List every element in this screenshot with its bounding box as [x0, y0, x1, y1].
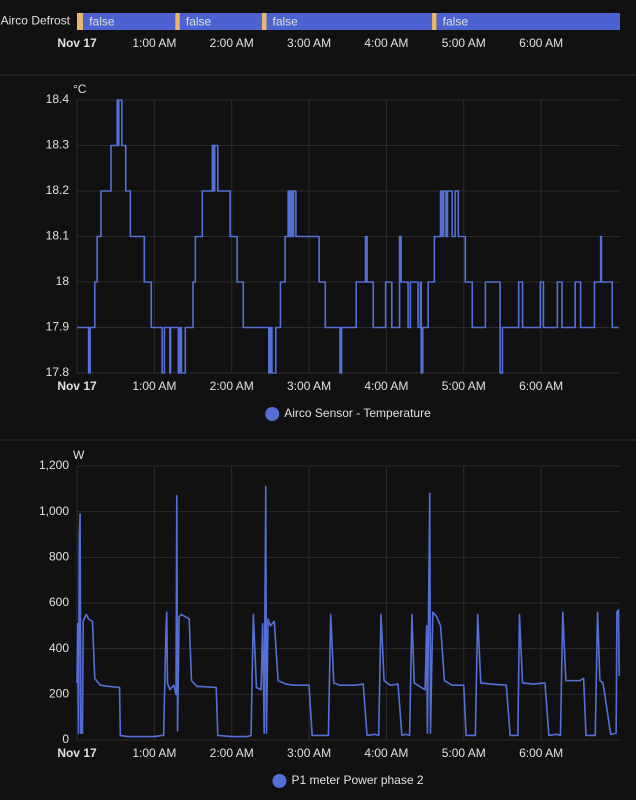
series-line	[76, 485, 621, 738]
y-tick-label: 18.1	[46, 229, 70, 243]
timeline-segment	[175, 13, 180, 30]
x-tick-label: 1:00 AM	[132, 36, 176, 50]
timeline-segment	[266, 13, 433, 30]
unit-label: °C	[73, 82, 87, 96]
x-tick-label: 6:00 AM	[519, 379, 563, 393]
legend-swatch	[265, 407, 280, 421]
x-tick-label: 6:00 AM	[519, 36, 563, 50]
x-tick-label: 2:00 AM	[210, 746, 254, 760]
legend-label[interactable]: Airco Sensor - Temperature	[284, 406, 431, 420]
y-tick-label: 400	[49, 641, 69, 655]
x-tick-label: 4:00 AM	[364, 379, 408, 393]
x-tick-label: Nov 17	[57, 36, 97, 50]
x-tick-label: 2:00 AM	[210, 379, 254, 393]
y-tick-label: 18.3	[46, 138, 70, 152]
x-tick-label: 2:00 AM	[210, 36, 254, 50]
x-tick-label: 1:00 AM	[132, 746, 176, 760]
segment-label: false	[89, 15, 115, 29]
y-tick-label: 18	[56, 274, 70, 288]
y-tick-label: 18.2	[46, 183, 70, 197]
x-tick-label: 6:00 AM	[519, 746, 563, 760]
legend-label[interactable]: P1 meter Power phase 2	[291, 773, 423, 787]
unit-label: W	[73, 448, 85, 462]
x-tick-label: 4:00 AM	[364, 746, 408, 760]
timeline-segment	[432, 13, 437, 30]
y-tick-label: 18.4	[46, 92, 70, 106]
segment-label: false	[443, 15, 469, 29]
x-tick-label: 3:00 AM	[287, 379, 331, 393]
x-tick-label: 3:00 AM	[287, 746, 331, 760]
y-tick-label: 600	[49, 595, 69, 609]
y-tick-label: 1,000	[39, 504, 69, 518]
timeline-segment	[77, 13, 84, 30]
x-tick-label: 5:00 AM	[442, 36, 486, 50]
legend-swatch	[272, 774, 287, 788]
timeline-segment	[83, 13, 176, 30]
segment-label: false	[186, 15, 212, 29]
y-tick-label: 0	[62, 732, 69, 746]
x-tick-label: 5:00 AM	[442, 746, 486, 760]
segment-label: false	[273, 15, 299, 29]
x-tick-label: 4:00 AM	[364, 36, 408, 50]
timeline-segment	[436, 13, 620, 30]
y-tick-label: 1,200	[39, 458, 69, 472]
series-line	[77, 99, 619, 374]
x-tick-label: Nov 17	[57, 379, 97, 393]
timeline-segment	[179, 13, 262, 30]
x-tick-label: Nov 17	[57, 746, 97, 760]
x-tick-label: 3:00 AM	[287, 36, 331, 50]
y-tick-label: 17.9	[46, 320, 70, 334]
y-tick-label: 17.8	[46, 365, 70, 379]
x-tick-label: 1:00 AM	[132, 379, 176, 393]
y-tick-label: 800	[49, 550, 69, 564]
y-tick-label: 200	[49, 687, 69, 701]
timeline-label: Airco Defrost	[1, 14, 71, 28]
timeline-segment	[261, 13, 267, 30]
x-tick-label: 5:00 AM	[442, 379, 486, 393]
